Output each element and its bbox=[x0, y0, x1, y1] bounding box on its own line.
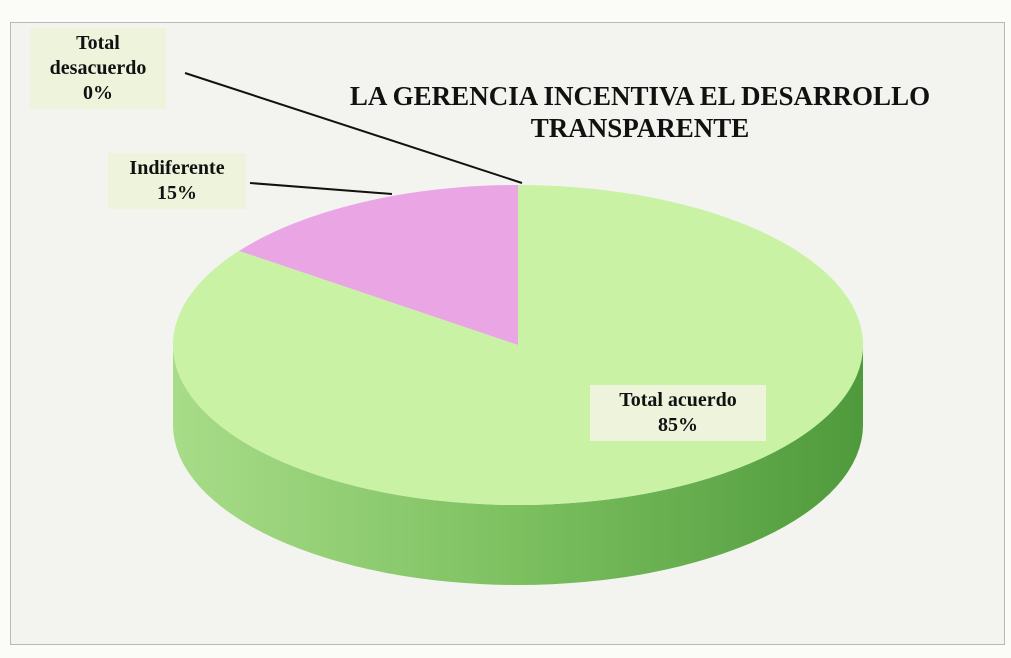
leader-line bbox=[184, 72, 523, 184]
label-category: Total acuerdo bbox=[619, 389, 737, 411]
slice-side bbox=[173, 345, 863, 585]
label-category: Indiferente bbox=[129, 157, 225, 179]
leader-line bbox=[249, 182, 393, 195]
data-label: Total desacuerdo 0% bbox=[30, 28, 166, 109]
slice bbox=[238, 185, 518, 345]
data-label: Total acuerdo 85% bbox=[590, 385, 766, 441]
label-value: 15% bbox=[157, 182, 197, 204]
label-value: 0% bbox=[83, 82, 113, 104]
chart-title: LA GERENCIA INCENTIVA EL DESARROLLO TRAN… bbox=[349, 81, 931, 143]
label-category: Total desacuerdo bbox=[49, 32, 147, 79]
data-label: Indiferente 15% bbox=[108, 153, 246, 209]
label-value: 85% bbox=[658, 414, 698, 436]
